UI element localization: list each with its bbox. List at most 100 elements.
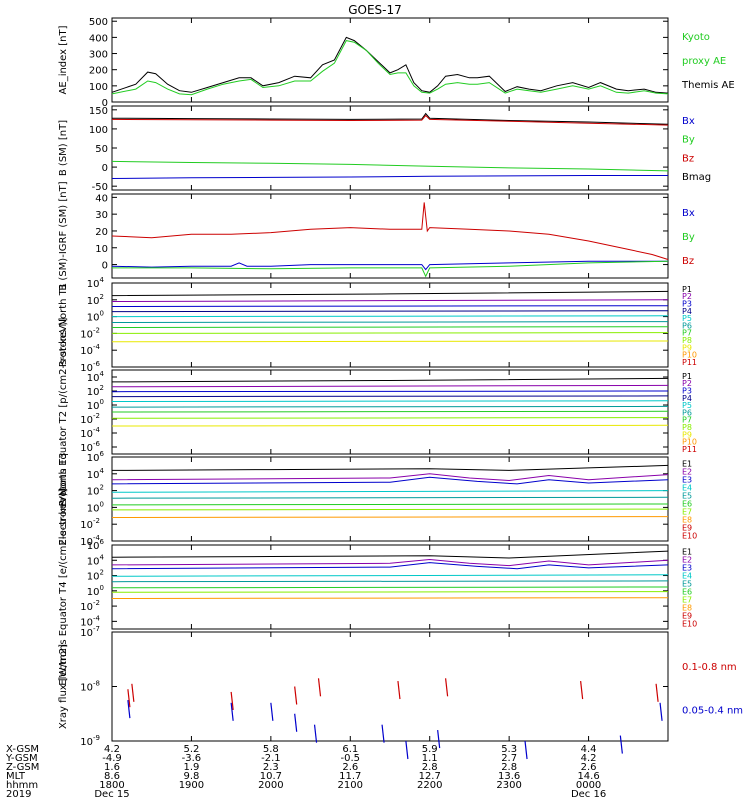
x-axis-value: 2.8 (422, 762, 438, 773)
series-line-p3 (111, 305, 669, 307)
series-line-p5 (111, 400, 669, 402)
panel-1: 0 100 200 300 400 500 AE_index [nT] Kyoto proxy … (58, 17, 735, 109)
legend-entry: Themis AE (681, 80, 735, 91)
legend-entry: E1 (682, 547, 692, 556)
legend-entry: P6 (682, 408, 692, 417)
y-tick-label: 100 (89, 82, 108, 93)
series-mark (405, 740, 409, 760)
series-line-e8 (111, 516, 669, 518)
legend-entry: P3 (682, 386, 692, 395)
series-line-p4 (111, 395, 669, 398)
series-line-p8 (111, 417, 669, 419)
y-axis-label: B (SM)-IGRF (SM) [nT] (58, 181, 69, 290)
x-axis-value: 5.8 (263, 744, 279, 755)
legend-entry: E3 (682, 563, 692, 572)
panel-frame (111, 631, 669, 742)
legend-entry: E6 (682, 499, 692, 508)
x-axis-value: 5.2 (183, 744, 199, 755)
series-line-p1 (111, 377, 669, 383)
panel-frame (111, 193, 669, 279)
legend-entry: E2 (682, 467, 692, 476)
legend-entry: P11 (682, 358, 697, 367)
series-line-p3 (111, 390, 669, 393)
series-line-e3 (111, 562, 669, 570)
series-mark (313, 724, 318, 743)
legend-entry: E7 (682, 595, 692, 604)
series-mark (230, 702, 234, 721)
series-line-e1 (111, 464, 669, 471)
y-tick-label: 102 (87, 293, 104, 307)
x-axis-value: 6.1 (342, 744, 358, 755)
series-line-p6 (111, 405, 669, 408)
series-mark (655, 683, 659, 702)
x-axis-value: 4.2 (104, 744, 120, 755)
x-axis-row-label: X-GSM (6, 744, 39, 755)
legend-entry: E9 (682, 611, 692, 620)
series-line-bmag (111, 112, 669, 125)
series-mark (524, 740, 528, 760)
series-line-p7 (111, 326, 669, 328)
y-tick-label: 104 (87, 370, 105, 384)
legend-entry: E3 (682, 475, 692, 484)
x-axis-row-label: 2019 (6, 789, 31, 800)
series-line-p9 (111, 424, 669, 427)
y-tick-label: 0 (102, 163, 108, 174)
y-tick-label: 100 (87, 584, 104, 598)
legend-entry: P10 (682, 351, 697, 360)
series-line-by (112, 260, 669, 278)
y-tick-label: 10-2 (80, 412, 100, 426)
panel-8: 10-9 10-8 10-7 Xray flux [W/m2] 0.1-0.8 nm 0.… (58, 625, 743, 760)
y-axis-label: Protons Equator T2 [p/(cm2-s-sr-keV)] (58, 317, 69, 506)
legend-entry: P3 (682, 299, 692, 308)
series-line-p8 (111, 332, 669, 334)
legend-entry: E5 (682, 491, 692, 500)
legend-entry: 0.1-0.8 nm (682, 662, 737, 673)
x-axis-value: 2.7 (501, 753, 517, 764)
x-axis-value: 2000 (258, 780, 283, 791)
x-axis-value: 13.6 (498, 771, 520, 782)
y-tick-label: 100 (87, 500, 104, 514)
x-axis-value: 2.6 (342, 762, 358, 773)
series-mark (131, 683, 135, 702)
panel-frame (111, 282, 669, 368)
series-line-e8 (111, 597, 669, 599)
legend-entry: P8 (682, 336, 692, 345)
legend-entry: P11 (682, 445, 697, 454)
x-axis-value: 1.1 (422, 753, 438, 764)
series-line-p9 (111, 340, 669, 343)
x-axis-value: 2.8 (501, 762, 517, 773)
y-tick-label: 10-4 (80, 426, 100, 440)
y-tick-label: 102 (87, 569, 104, 583)
series-line-p4 (111, 310, 669, 313)
series-mark (580, 680, 584, 700)
series-line-p1 (111, 290, 669, 297)
legend-entry: Kyoto (682, 32, 710, 43)
legend-entry: P4 (682, 307, 692, 316)
x-axis-row-label: Y-GSM (5, 753, 38, 764)
x-axis-row-label: hhmm (6, 780, 38, 791)
y-tick-label: 104 (87, 553, 105, 567)
legend-entry: By (682, 135, 695, 146)
legend-entry: P2 (682, 379, 692, 388)
panel-frame (111, 456, 669, 542)
series-line-e5 (111, 580, 669, 583)
series-line-kyoto-proxy-ae (111, 40, 669, 96)
y-tick-label: 10-2 (80, 326, 100, 340)
y-tick-label: 10-8 (80, 680, 100, 694)
series-mark (619, 735, 623, 754)
series-mark (437, 730, 441, 749)
series-mark (270, 702, 274, 721)
y-tick-label: 104 (87, 467, 105, 481)
series-mark (317, 678, 322, 697)
legend-entry: E2 (682, 555, 692, 564)
legend-entry: Bx (682, 116, 695, 127)
legend-entry: Bx (682, 208, 695, 219)
y-tick-label: 50 (95, 144, 108, 155)
legend-entry: By (682, 232, 695, 243)
legend-entry: P7 (682, 416, 692, 425)
y-tick-label: 106 (87, 538, 105, 552)
series-line-e7 (111, 508, 669, 511)
x-axis-value: 4.4 (581, 744, 597, 755)
